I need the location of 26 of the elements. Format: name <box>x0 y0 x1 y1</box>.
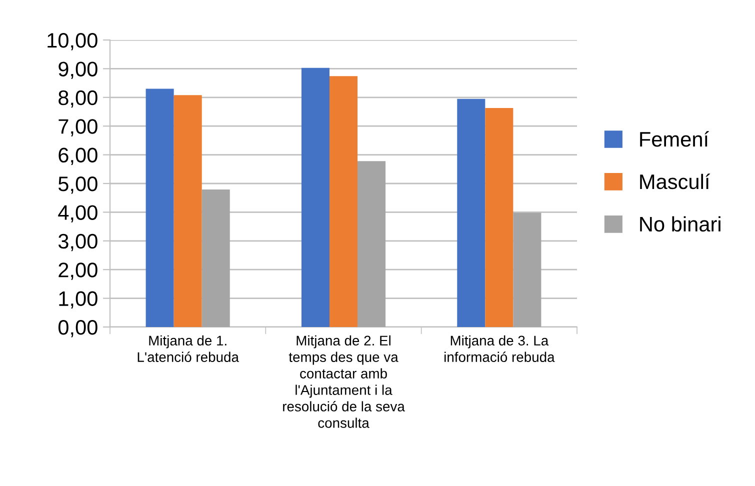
x-tick-label: Mitjana de 3. La informació rebuda <box>444 335 555 362</box>
legend-label: Masculí <box>640 174 710 190</box>
y-tick-label: 0,00 <box>58 320 98 338</box>
bar <box>457 98 486 327</box>
x-tick-label: Mitjana de 1. L'atenció rebuda <box>138 335 239 362</box>
bar <box>202 190 230 327</box>
y-tick-label: 3,00 <box>58 234 98 252</box>
y-tick-label: 9,00 <box>58 62 98 79</box>
bar <box>513 212 542 327</box>
bar <box>329 76 358 327</box>
bar <box>485 108 514 327</box>
y-tick-label: 10,00 <box>48 33 98 50</box>
y-tick-label: 7,00 <box>58 119 98 136</box>
bar <box>358 161 386 327</box>
bar <box>301 68 330 327</box>
y-tick-label: 2,00 <box>58 262 98 280</box>
x-tick-label: Mitjana de 2. El temps des que va contactar amb l'Ajuntament i la resolució de la seva consulta <box>283 335 405 428</box>
legend-label: No binari <box>640 216 720 232</box>
y-tick-label: 4,00 <box>58 205 98 222</box>
y-tick-label: 6,00 <box>58 148 98 166</box>
bar <box>146 88 174 327</box>
legend-label: Femení <box>640 131 709 147</box>
y-tick-label: 5,00 <box>58 176 98 194</box>
bar <box>174 95 202 327</box>
y-tick-label: 8,00 <box>58 90 98 108</box>
y-tick-label: 1,00 <box>59 291 98 309</box>
